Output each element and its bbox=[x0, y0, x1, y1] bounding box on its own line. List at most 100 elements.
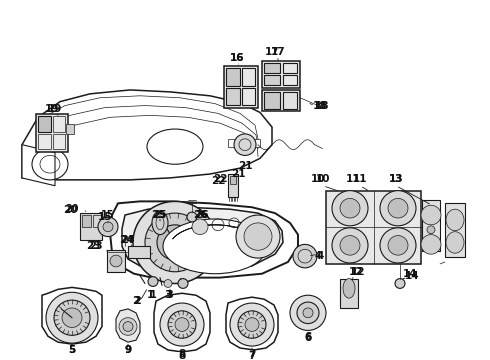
Text: 10: 10 bbox=[316, 174, 330, 184]
Circle shape bbox=[230, 303, 274, 346]
Ellipse shape bbox=[380, 228, 416, 263]
Ellipse shape bbox=[340, 198, 360, 218]
Ellipse shape bbox=[163, 219, 267, 274]
Ellipse shape bbox=[192, 219, 208, 235]
Bar bbox=[264, 75, 280, 85]
Circle shape bbox=[175, 318, 189, 332]
Text: 16: 16 bbox=[230, 53, 244, 63]
Circle shape bbox=[98, 217, 118, 237]
Bar bbox=[230, 176, 236, 184]
Text: 12: 12 bbox=[351, 267, 365, 277]
Ellipse shape bbox=[133, 201, 217, 283]
Bar bbox=[242, 68, 255, 86]
Text: 5: 5 bbox=[69, 345, 75, 355]
Text: 15: 15 bbox=[98, 212, 112, 222]
Ellipse shape bbox=[244, 223, 272, 250]
Circle shape bbox=[160, 303, 204, 346]
Circle shape bbox=[168, 311, 196, 338]
Bar bbox=[226, 68, 240, 86]
Polygon shape bbox=[154, 293, 210, 352]
Polygon shape bbox=[226, 297, 278, 350]
Text: 24: 24 bbox=[121, 234, 135, 244]
Circle shape bbox=[293, 244, 317, 268]
Text: 1: 1 bbox=[149, 290, 156, 300]
Polygon shape bbox=[42, 287, 102, 344]
Text: 9: 9 bbox=[124, 345, 131, 355]
Circle shape bbox=[119, 318, 137, 335]
Bar bbox=[228, 174, 238, 198]
Polygon shape bbox=[122, 207, 283, 270]
Circle shape bbox=[164, 280, 172, 287]
Ellipse shape bbox=[421, 235, 441, 254]
Bar bbox=[445, 203, 465, 257]
Bar bbox=[283, 63, 297, 73]
Ellipse shape bbox=[421, 205, 441, 225]
Text: 12: 12 bbox=[349, 267, 363, 277]
Circle shape bbox=[187, 212, 197, 222]
Ellipse shape bbox=[343, 279, 355, 298]
Text: 4: 4 bbox=[315, 251, 321, 261]
Bar bbox=[93, 215, 101, 227]
Polygon shape bbox=[110, 201, 298, 278]
Bar bbox=[234, 141, 242, 146]
Text: 21: 21 bbox=[231, 169, 245, 179]
Bar bbox=[80, 213, 102, 240]
Text: 20: 20 bbox=[63, 205, 77, 215]
Bar bbox=[422, 201, 440, 251]
Text: 2: 2 bbox=[132, 296, 140, 306]
Circle shape bbox=[148, 276, 158, 287]
Text: 9: 9 bbox=[124, 345, 131, 355]
Polygon shape bbox=[22, 145, 55, 186]
Bar bbox=[224, 67, 258, 108]
Ellipse shape bbox=[446, 209, 464, 231]
Circle shape bbox=[103, 222, 113, 232]
Text: 10: 10 bbox=[311, 174, 325, 184]
Text: 21: 21 bbox=[238, 161, 252, 171]
Text: 17: 17 bbox=[265, 47, 279, 57]
Text: 5: 5 bbox=[69, 345, 75, 355]
Ellipse shape bbox=[340, 235, 360, 255]
Polygon shape bbox=[116, 309, 140, 342]
Polygon shape bbox=[22, 90, 272, 180]
Ellipse shape bbox=[236, 215, 280, 258]
Ellipse shape bbox=[388, 198, 408, 218]
Bar bbox=[246, 141, 254, 146]
Ellipse shape bbox=[388, 235, 408, 255]
Text: 15: 15 bbox=[101, 210, 115, 220]
Bar bbox=[226, 88, 240, 105]
Bar bbox=[283, 92, 297, 109]
Text: 3: 3 bbox=[167, 290, 173, 300]
Ellipse shape bbox=[332, 191, 368, 226]
Bar bbox=[82, 215, 91, 227]
Bar bbox=[36, 114, 68, 152]
Bar bbox=[38, 134, 51, 149]
Bar bbox=[228, 139, 260, 147]
Bar bbox=[264, 63, 280, 73]
Text: 11: 11 bbox=[346, 174, 360, 184]
Text: 17: 17 bbox=[270, 47, 285, 57]
Text: 20: 20 bbox=[65, 204, 79, 214]
Circle shape bbox=[395, 279, 405, 288]
Text: 6: 6 bbox=[304, 332, 312, 342]
Bar bbox=[66, 124, 74, 134]
Text: 18: 18 bbox=[313, 100, 327, 111]
Text: 24: 24 bbox=[119, 234, 133, 244]
Circle shape bbox=[54, 300, 90, 335]
Text: 14: 14 bbox=[403, 269, 417, 279]
Bar bbox=[53, 116, 65, 132]
Bar bbox=[53, 134, 65, 149]
Bar bbox=[262, 90, 300, 112]
Text: 3: 3 bbox=[164, 290, 171, 300]
Text: 8: 8 bbox=[178, 349, 186, 359]
Circle shape bbox=[427, 226, 435, 234]
Ellipse shape bbox=[380, 191, 416, 226]
Text: 25: 25 bbox=[151, 210, 165, 220]
Text: 8: 8 bbox=[178, 351, 186, 360]
Text: 25: 25 bbox=[153, 210, 167, 220]
Circle shape bbox=[123, 321, 133, 332]
Ellipse shape bbox=[446, 232, 464, 253]
Text: 23: 23 bbox=[86, 241, 100, 251]
Bar bbox=[128, 246, 150, 258]
Text: 26: 26 bbox=[193, 210, 207, 220]
Circle shape bbox=[297, 302, 319, 324]
